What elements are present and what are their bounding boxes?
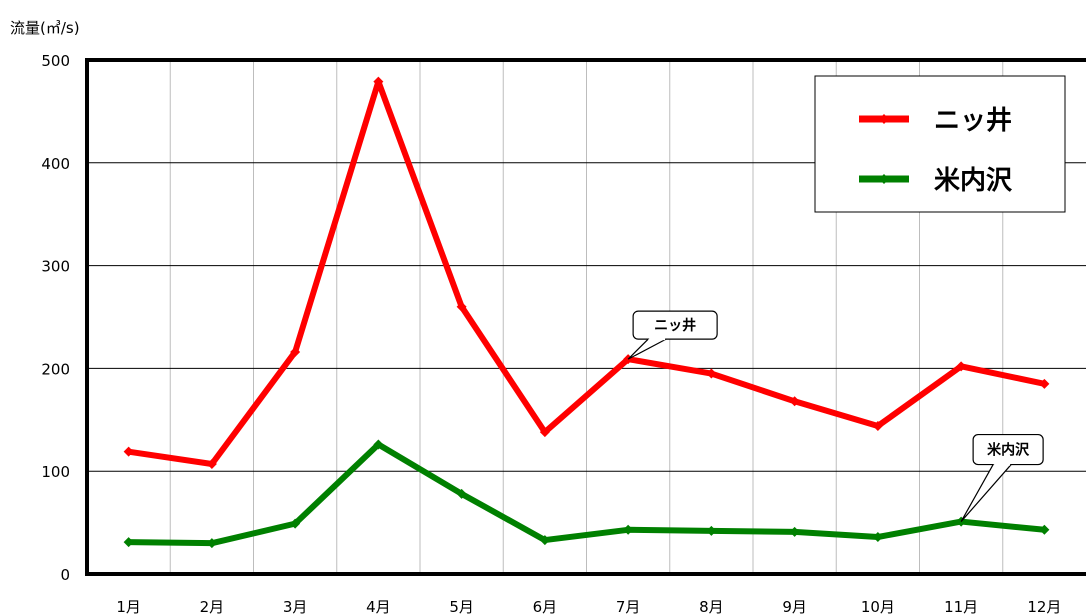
data-point (872, 420, 883, 431)
callout-pointer (960, 464, 1012, 522)
x-tick-label: 3月 (283, 598, 308, 615)
callout-box (632, 310, 718, 340)
y-axis-title: 流量(㎥/s) (10, 19, 80, 37)
legend-box (814, 75, 1066, 213)
x-tick-label: 1月 (116, 598, 141, 615)
x-tick-label: 11月 (944, 598, 978, 615)
y-tick-label: 400 (41, 155, 70, 173)
data-point (539, 535, 550, 546)
x-tick-label: 12月 (1027, 598, 1061, 615)
data-point (706, 525, 717, 536)
y-tick-label: 300 (41, 258, 70, 276)
callout-label: 米内沢 (987, 442, 1030, 459)
data-point (623, 524, 634, 535)
data-point (956, 361, 967, 372)
x-tick-label: 4月 (366, 598, 391, 615)
series-layer (123, 76, 1050, 549)
x-tick-label: 7月 (616, 598, 641, 615)
data-point (456, 301, 467, 312)
y-tick-label: 100 (41, 463, 70, 481)
data-point (1039, 524, 1050, 535)
data-point (456, 488, 467, 499)
data-point (789, 396, 800, 407)
data-point (290, 346, 301, 357)
callout-pointer (627, 338, 667, 360)
series-line-1 (128, 441, 1045, 547)
data-point (872, 531, 883, 542)
data-point (539, 427, 550, 438)
legend-marker (879, 174, 889, 184)
legend-marker (879, 114, 889, 124)
x-tick-label: 8月 (699, 598, 724, 615)
x-tick-label: 9月 (782, 598, 807, 615)
y-tick-label: 200 (41, 360, 70, 378)
data-point (789, 526, 800, 537)
callout-label: ニッ井 (654, 317, 696, 334)
data-point (123, 537, 134, 548)
x-tick-label: 2月 (200, 598, 225, 615)
series-line-0 (128, 78, 1045, 468)
legend-label: ニッ井 (934, 106, 1012, 136)
data-point (706, 368, 717, 379)
data-point (206, 538, 217, 549)
legend-label: 米内沢 (934, 166, 1013, 196)
data-point (373, 439, 384, 450)
y-tick-label: 500 (41, 52, 70, 70)
data-point (206, 459, 217, 470)
y-tick-label: 0 (60, 566, 70, 584)
data-point (290, 518, 301, 529)
x-tick-label: 6月 (533, 598, 558, 615)
x-tick-label: 10月 (861, 598, 895, 615)
axis-layer: 0 100 200 300 400 500 1月 2月 3月 4月 5月 6月 7月 8月 9月 10月 11月… (41, 52, 1086, 615)
data-point (373, 76, 384, 87)
data-point (123, 446, 134, 457)
data-point (1039, 378, 1050, 389)
x-tick-label: 5月 (449, 598, 474, 615)
